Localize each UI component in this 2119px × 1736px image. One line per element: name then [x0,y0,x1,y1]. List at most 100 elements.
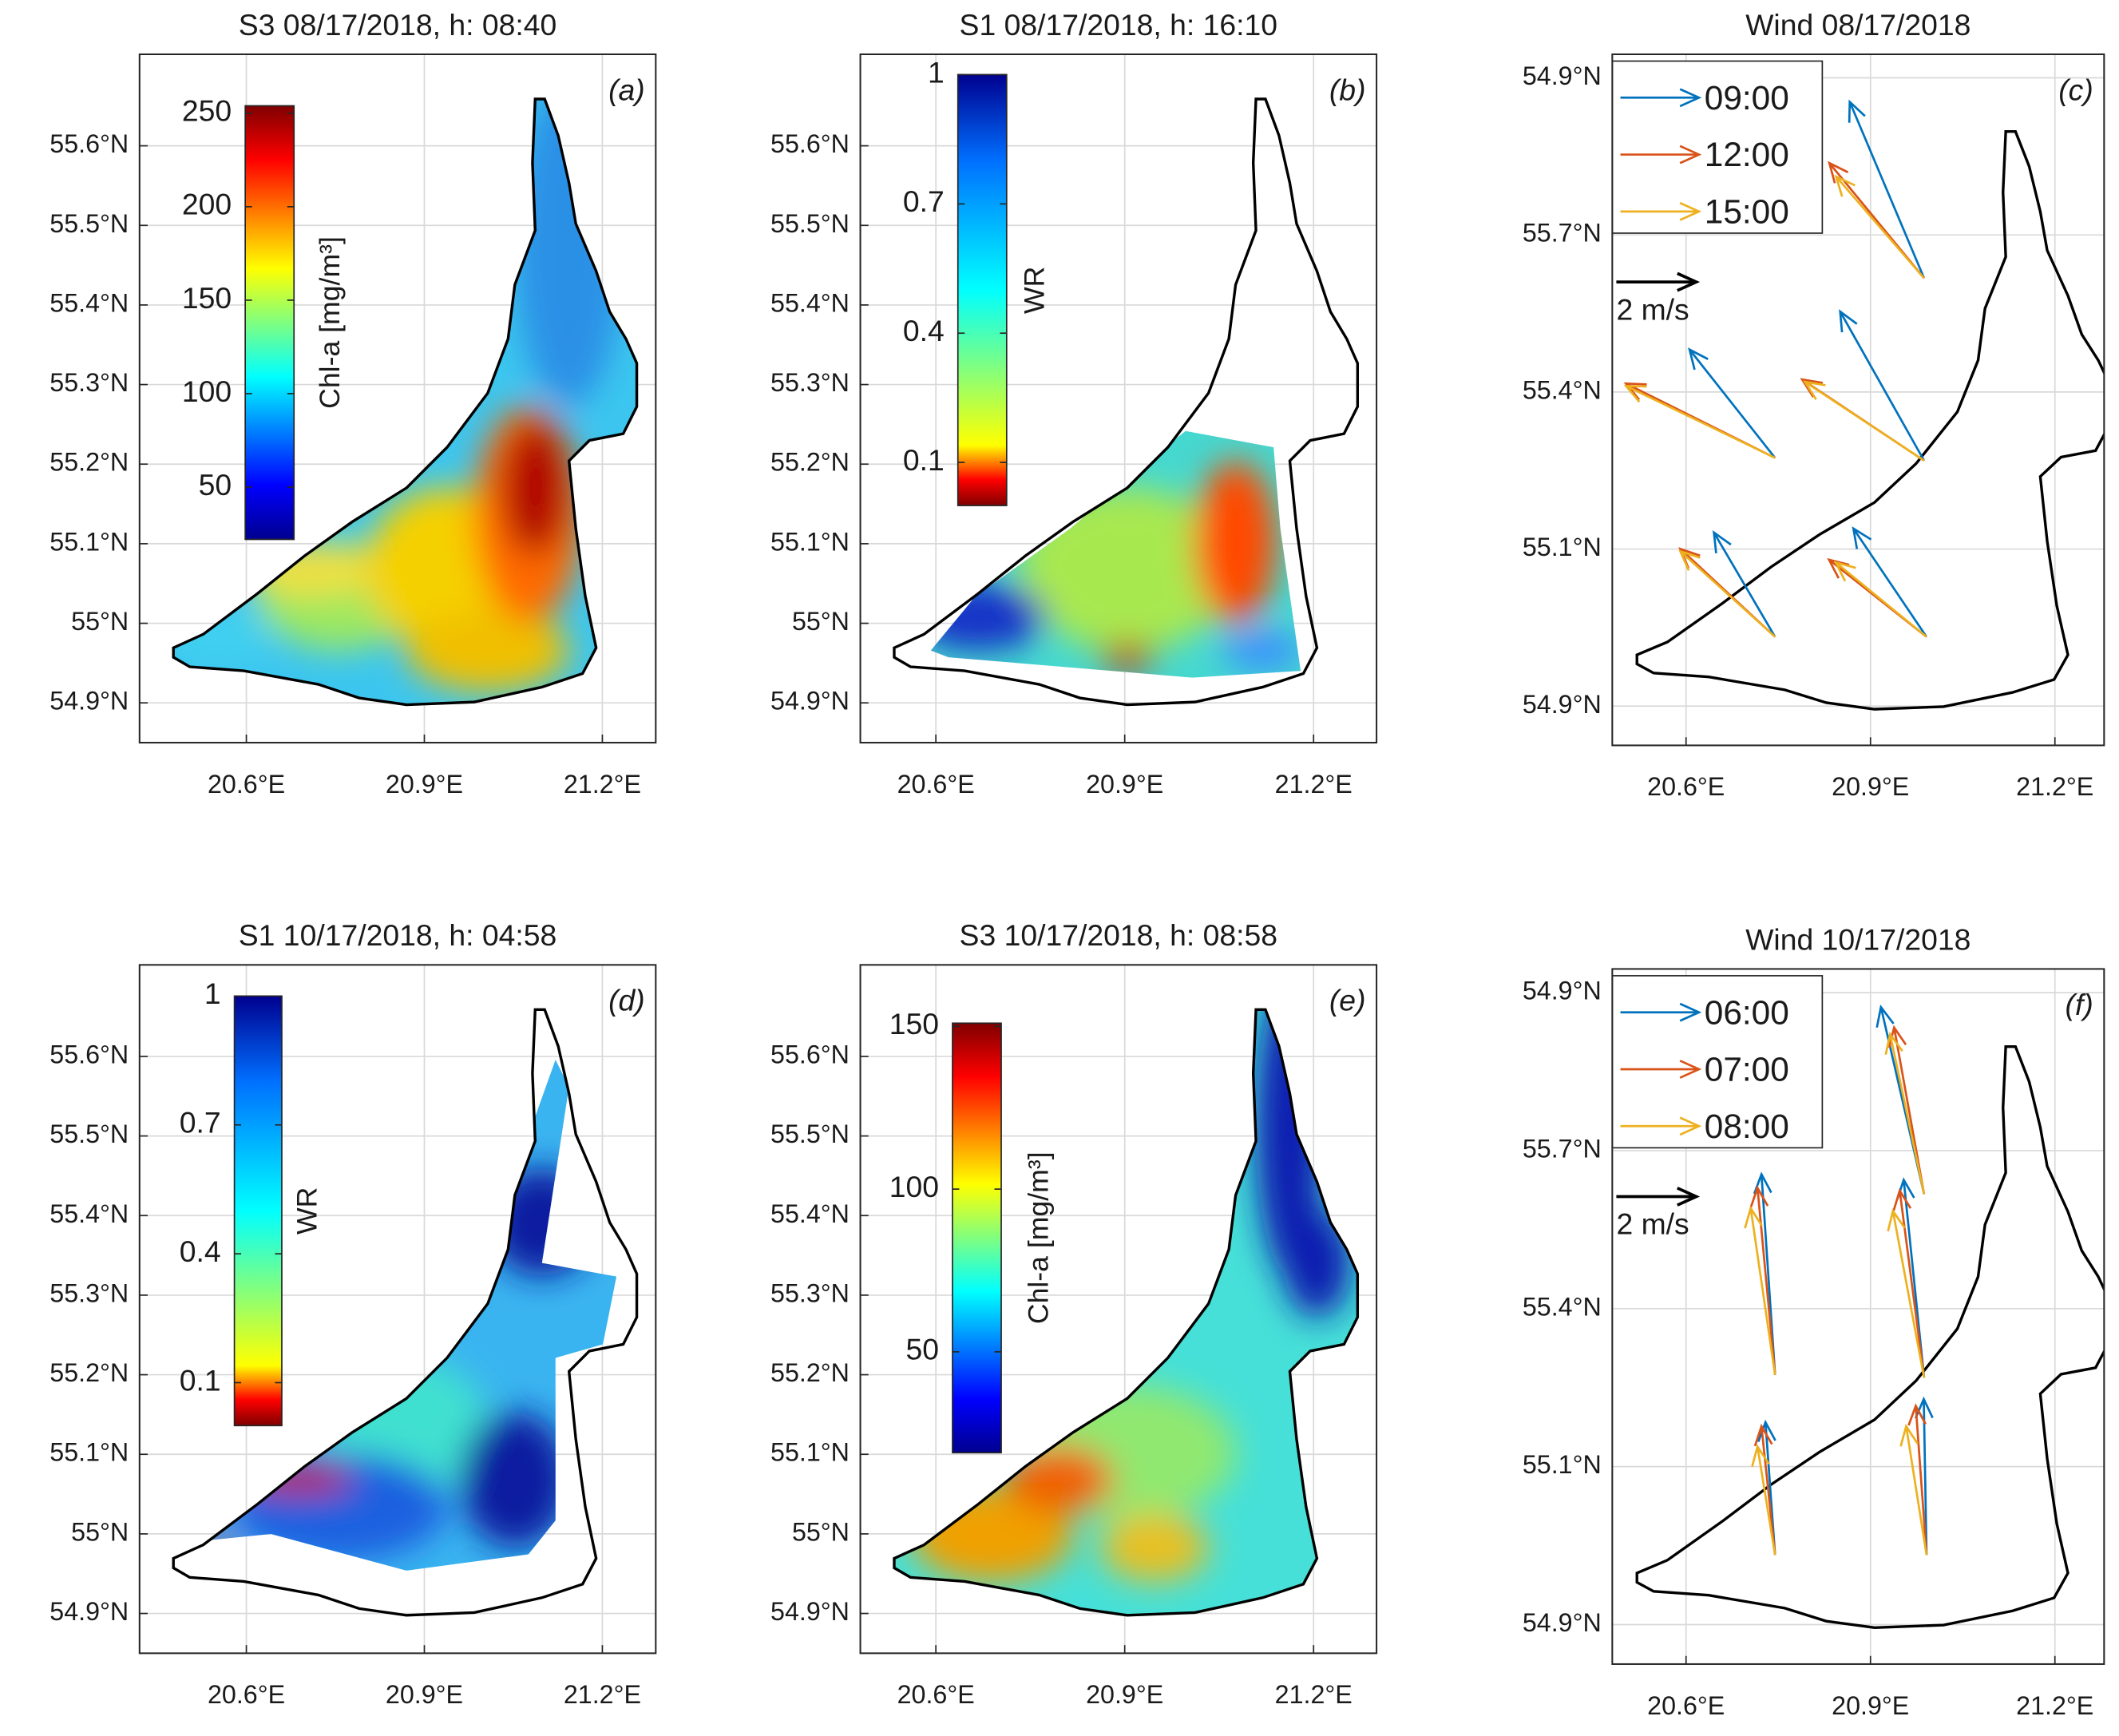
x-tick-label: 20.9°E [386,770,463,799]
colorbar-tick-label: 0.4 [903,314,945,347]
colorbar-tick-label: 1 [204,977,221,1010]
x-tick-label: 21.2°E [2016,772,2093,801]
legend-entry: 12:00 [1705,136,1789,173]
colorbar-tick-label: 100 [182,375,232,408]
wind-arrow-head [1623,384,1647,403]
y-tick-label: 55.4°N [770,1199,850,1228]
legend-entry: 09:00 [1705,79,1789,117]
field-blob [1099,1513,1209,1582]
lake-outline [893,97,1360,707]
y-tick-label: 55.1°N [1523,533,1602,561]
y-tick-label: 55.4°N [770,288,850,317]
lake-outline [1635,130,2105,711]
colorbar-tick-label: 0.7 [903,184,945,218]
x-tick-label: 20.9°E [1832,1691,1909,1720]
wind-arrow-head [1834,174,1856,197]
wind-arrow [1753,1423,1776,1556]
axes-frame [859,964,1378,1655]
colorbar [952,1022,1002,1454]
wind-arrow-shaft [1835,561,1927,638]
colorbar-tick-label: 0.4 [180,1235,221,1268]
wind-arrow [1749,1185,1776,1375]
legend-arrow [1620,201,1702,221]
axes-frame [138,53,657,744]
field-blob [501,420,569,556]
panel-title: Wind 08/17/2018 [1745,8,1970,42]
y-tick-label: 55.2°N [770,448,850,477]
field-blobs [930,461,1301,672]
colorbar-tick-label: 1 [928,55,945,89]
wind-arrow [1839,309,1926,462]
x-tick-label: 20.6°E [208,770,285,799]
legend-arrow-head [1679,1116,1702,1136]
axes-frame [138,964,657,1655]
scale-arrow [1616,271,1701,292]
panel-title: S1 10/17/2018, h: 04:58 [239,918,557,952]
legend-arrow [1620,88,1702,108]
colorbar-tick-label: 200 [182,188,232,221]
colorbar [233,995,283,1427]
legend-box [1611,975,1824,1149]
wind-arrow-head [1623,382,1647,401]
legend-entry: 07:00 [1705,1051,1789,1088]
panel-label: (b) [1329,73,1366,106]
legend-entry: 06:00 [1705,993,1789,1031]
wind-arrow [1899,1423,1928,1556]
x-tick-label: 21.2°E [2016,1691,2093,1720]
colorbar-tick-label: 0.7 [180,1106,221,1139]
colorbar-label: WR [1019,267,1051,314]
x-tick-label: 21.2°E [1275,1680,1353,1709]
y-tick-label: 55.1°N [770,1438,850,1467]
y-tick-label: 55.1°N [50,1438,129,1467]
wind-arrow-head [1678,549,1701,571]
colorbar-tick-label: 0.1 [903,443,945,477]
wind-arrow-head [1749,1185,1769,1208]
panel-label: (d) [608,984,645,1017]
panel-title: S3 08/17/2018, h: 08:40 [239,8,557,42]
y-tick-label: 54.9°N [1523,61,1602,90]
wind-arrow-shaft [1835,176,1925,279]
wind-arrow [1833,561,1927,638]
y-tick-label: 54.9°N [770,1597,850,1626]
field-blob [406,609,569,692]
legend-arrow [1620,1002,1702,1022]
y-tick-label: 55.4°N [1523,375,1602,404]
x-tick-label: 21.2°E [1275,770,1353,799]
y-tick-label: 55.3°N [50,1278,129,1307]
wind-arrow-head [1751,1444,1770,1468]
field-blob [1194,461,1277,624]
y-tick-label: 55.5°N [770,1120,850,1148]
x-tick-label: 20.6°E [1647,1691,1725,1720]
y-tick-label: 55.3°N [50,368,129,397]
y-tick-label: 55.6°N [770,1040,850,1068]
panel-label: (e) [1329,984,1366,1017]
wind-arrow [1712,530,1776,638]
y-tick-label: 54.9°N [770,687,850,715]
panel-title: S1 08/17/2018, h: 16:10 [960,8,1278,42]
wind-arrow-head [1892,1187,1912,1211]
legend-arrow-head [1679,88,1702,108]
x-tick-label: 21.2°E [564,770,641,799]
colorbar-label: WR [291,1187,323,1235]
wind-arrow-shaft [1899,1190,1926,1378]
panel-title: S3 10/17/2018, h: 08:58 [960,918,1278,952]
y-tick-label: 55.7°N [1523,1134,1602,1163]
panel-label: (c) [2058,73,2093,106]
scale-label: 2 m/s [1616,292,1689,326]
y-tick-label: 55.1°N [50,527,129,556]
colorbar-tick-label: 150 [182,281,232,315]
y-tick-label: 55°N [71,1517,129,1546]
wind-arrow [1887,1208,1926,1378]
wind-arrow [1751,1444,1776,1556]
y-tick-label: 55.1°N [770,527,850,556]
wind-arrow-head [1875,1004,1895,1029]
wind-arrow-head [1712,530,1732,553]
wind-arrow [1852,526,1928,638]
wind-arrow-head [1757,1419,1776,1443]
wind-arrow [1802,380,1925,462]
legend-arrow-head [1679,145,1702,164]
wind-arrow [1907,1403,1928,1556]
y-tick-label: 55°N [792,1517,850,1546]
wind-arrow-shaft [1915,1405,1928,1556]
wind-arrow-shaft [1713,532,1776,638]
